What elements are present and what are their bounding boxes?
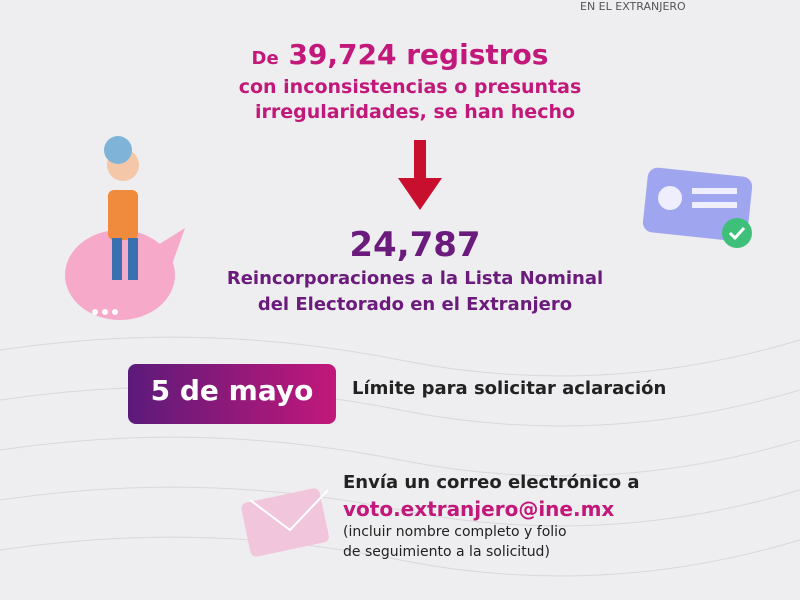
contact-note: (incluir nombre completo y folio xyxy=(343,524,567,540)
result-number: 24,787 xyxy=(349,225,481,265)
intro-line: con inconsistencias o presuntas xyxy=(238,76,582,98)
deadline-date: 5 de mayo xyxy=(150,374,314,407)
result-line: Reincorporaciones a la Lista Nominal xyxy=(226,268,604,289)
intro-prefix: De xyxy=(251,48,279,69)
contact-note: de seguimiento a la solicitud) xyxy=(343,544,550,560)
contact-line: Envía un correo electrónico a xyxy=(343,472,640,493)
deadline-text: Límite para solicitar aclaración xyxy=(352,378,667,399)
intro-line: irregularidades, se han hecho xyxy=(254,101,576,123)
brand: EN EL EXTRANJERO xyxy=(580,0,686,13)
result-line: del Electorado en el Extranjero xyxy=(257,294,573,315)
intro-number: 39,724 registros xyxy=(288,38,549,71)
contact-email: voto.extranjero@ine.mx xyxy=(343,497,615,521)
